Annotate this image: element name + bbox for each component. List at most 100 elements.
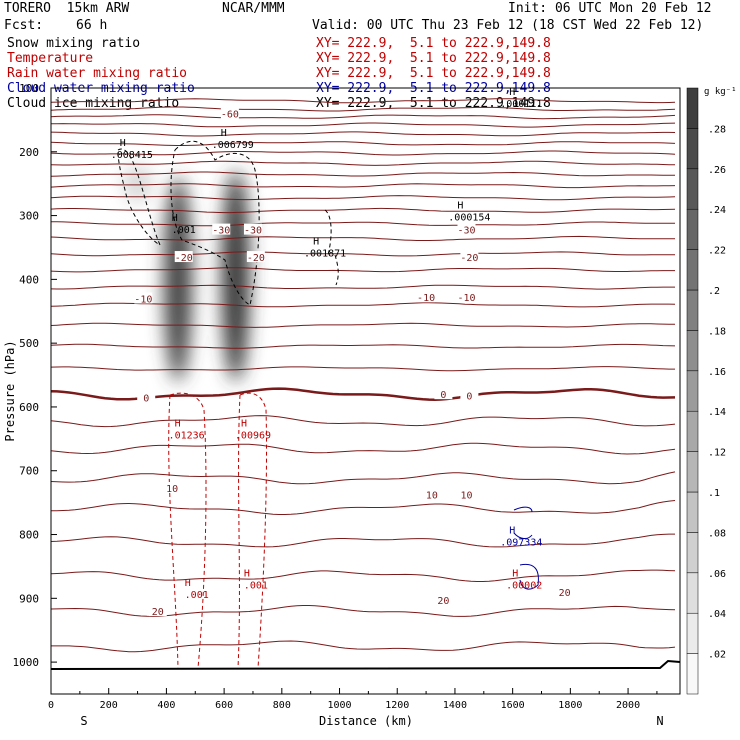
- colorbar-tick-label: .04: [708, 609, 726, 620]
- valid-time: Valid: 00 UTC Thu 23 Feb 12 (18 CST Wed …: [312, 18, 704, 33]
- maximum-value-label: .097334: [500, 538, 542, 549]
- isotherm-line: [50, 106, 676, 112]
- maximum-value-label: .001: [172, 225, 196, 236]
- x-tick-label: 200: [100, 700, 118, 711]
- x-axis-title: Distance (km): [319, 714, 413, 728]
- isotherm-line: [51, 640, 676, 653]
- temperature-label-bg: [460, 389, 479, 401]
- temperature-label: -10: [134, 295, 152, 306]
- colorbar-segment: [686, 532, 699, 574]
- y-tick-label: 600: [19, 401, 39, 414]
- model-title: TORERO 15km ARW: [4, 1, 130, 16]
- isotherm-line: [50, 569, 676, 582]
- isotherm-line: [51, 221, 675, 227]
- snow-column-1: [221, 170, 250, 382]
- isotherm-line: [50, 302, 676, 308]
- temperature-label-bg: [243, 223, 262, 235]
- temperature-label-bg: [220, 107, 239, 119]
- temperature-label-bg: [137, 391, 156, 403]
- y-tick-label: 900: [19, 592, 39, 605]
- isotherm-line: [50, 267, 675, 273]
- maximum-h-marker: H: [241, 418, 247, 429]
- isotherm-line: [50, 114, 676, 120]
- temperature-label-bg: [457, 223, 476, 235]
- temperature-label: 20: [559, 588, 571, 599]
- x-tick-label: 1400: [443, 700, 467, 711]
- colorbar-segment: [686, 128, 699, 170]
- isotherm-line: [51, 122, 676, 128]
- maximum-h-marker: H: [509, 526, 515, 537]
- temperature-label: -10: [457, 293, 475, 304]
- colorbar-segment: [686, 572, 699, 614]
- maximum-value-label: .01236: [169, 430, 205, 441]
- temperature-label: 0: [143, 393, 149, 404]
- temperature-label: 0: [440, 390, 446, 401]
- temperature-label: 0: [466, 391, 472, 402]
- y-tick-label: 200: [19, 146, 39, 159]
- x-tick-label: 1000: [327, 700, 351, 711]
- temperature-label: 10: [460, 490, 472, 501]
- colorbar-segment: [686, 491, 699, 533]
- colorbar-segment: [686, 410, 699, 452]
- maximum-h-marker: H: [221, 128, 227, 139]
- maximum-h-marker: H: [172, 213, 178, 224]
- temperature-label-bg: [460, 251, 479, 263]
- colorbar-segment: [686, 330, 699, 372]
- field-name-rain: Rain water mixing ratio: [7, 66, 188, 81]
- colorbar-segment: [686, 653, 699, 695]
- maximum-value-label: .001871: [304, 249, 346, 260]
- temperature-label-bg: [417, 291, 436, 303]
- colorbar-tick-label: .02: [708, 650, 726, 661]
- temperature-label-bg: [434, 388, 453, 400]
- isotherm-line: [50, 160, 676, 166]
- x-tick-label: 400: [157, 700, 175, 711]
- org-title: NCAR/MMM: [222, 1, 285, 16]
- x-tick-label: 1600: [501, 700, 525, 711]
- field-name-temperature: Temperature: [7, 51, 94, 66]
- dashed-contour-4: [168, 392, 207, 669]
- temperature-label: -30: [244, 226, 262, 237]
- isotherm-line: [50, 471, 676, 485]
- colorbar-tick-label: .2: [708, 286, 720, 297]
- maximum-h-marker: H: [120, 138, 126, 149]
- maximum-h-marker: H: [509, 87, 515, 98]
- maximum-h-marker: H: [175, 418, 181, 429]
- x-tick-label: 1800: [558, 700, 582, 711]
- colorbar-segment: [686, 612, 699, 654]
- isotherm-line: [50, 98, 676, 104]
- isotherm-line: [50, 183, 676, 189]
- maximum-value-label: .001: [244, 580, 268, 591]
- isotherm-line: [50, 366, 675, 372]
- temperature-label-bg: [148, 605, 167, 617]
- temperature-label-bg: [457, 291, 476, 303]
- colorbar-tick-label: .26: [708, 165, 726, 176]
- init-time: Init: 06 UTC Mon 20 Feb 12: [508, 1, 712, 16]
- isotherm-line: [50, 207, 676, 214]
- x-tick-label: 800: [273, 700, 291, 711]
- cloud-water-contour: [513, 506, 533, 539]
- cloud-water-contour-2: [519, 563, 539, 590]
- forecast-hour: 66 h: [76, 18, 108, 33]
- colorbar-segment: [686, 87, 699, 129]
- isotherm-line: [50, 442, 676, 455]
- maximum-value-label: .008415: [111, 150, 153, 161]
- field-xy-temperature: XY= 222.9, 5.1 to 222.9,149.8: [316, 51, 551, 66]
- snow-column-0: [163, 177, 192, 382]
- forecast-label: Fcst:: [4, 18, 44, 33]
- temperature-label-bg: [422, 488, 441, 500]
- maximum-h-marker: H: [512, 568, 518, 579]
- colorbar-segment: [686, 249, 699, 291]
- temperature-label-bg: [555, 585, 574, 597]
- ground-line: [50, 659, 681, 670]
- temperature-label: 10: [426, 490, 438, 501]
- temperature-label-bg: [457, 488, 476, 500]
- isotherm-line: [50, 284, 675, 290]
- x-tick-label: 600: [215, 700, 233, 711]
- colorbar-segment: [686, 168, 699, 210]
- isotherm-line: [50, 605, 676, 617]
- temperature-label-bg: [246, 251, 265, 263]
- colorbar-tick-label: .1: [708, 488, 720, 499]
- colorbar-tick-label: .28: [708, 124, 726, 135]
- temperature-label: 20: [152, 607, 164, 618]
- y-tick-label: 700: [19, 465, 39, 478]
